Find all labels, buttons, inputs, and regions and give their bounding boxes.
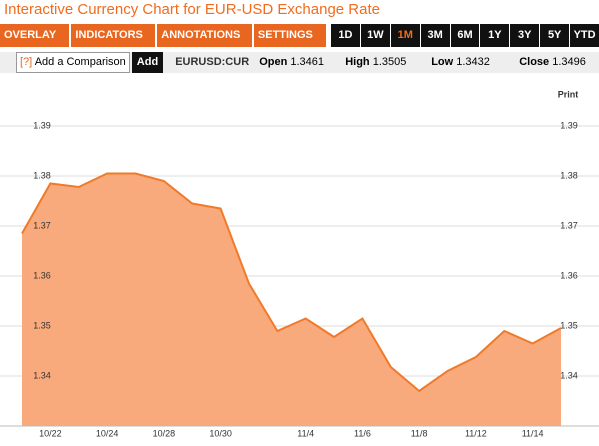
x-tick-label: 10/22 <box>39 428 62 438</box>
range-button[interactable]: 1Y <box>480 24 510 47</box>
y-tick-label: 1.37 <box>33 220 51 230</box>
range-button[interactable]: 3Y <box>510 24 540 47</box>
print-button[interactable]: Print <box>558 89 579 99</box>
range-button[interactable]: 5Y <box>540 24 570 47</box>
x-tick-label: 10/28 <box>153 428 176 438</box>
y-tick-label-right: 1.39 <box>560 120 578 130</box>
y-tick-label-right: 1.34 <box>560 370 578 380</box>
range-button[interactable]: 3M <box>420 24 450 47</box>
y-tick-label: 1.34 <box>33 370 51 380</box>
open-label: Open <box>259 56 288 68</box>
symbol: EURUSD:CUR <box>175 56 250 68</box>
y-tick-label: 1.35 <box>33 320 51 330</box>
y-tick-label: 1.38 <box>33 170 51 180</box>
toolbar: OVERLAY ▼INDICATORS ▼ANNOTATIONS ▼SETTIN… <box>0 24 599 64</box>
x-tick-label: 11/12 <box>465 428 487 438</box>
page-title: Interactive Currency Chart for EUR-USD E… <box>4 1 380 18</box>
x-tick-label: 10/24 <box>96 428 119 438</box>
y-tick-label: 1.39 <box>33 120 51 130</box>
open-value: 1.3461 <box>290 56 325 68</box>
comparison-input[interactable]: [?] Add a Comparison <box>16 52 130 73</box>
x-tick-label: 11/6 <box>354 428 371 438</box>
high-value: 1.3505 <box>372 56 407 68</box>
range-button[interactable]: 1W <box>360 24 390 47</box>
low-label: Low <box>431 56 454 68</box>
x-tick-label: 11/14 <box>522 428 544 438</box>
menu-button[interactable]: INDICATORS ▼ <box>71 24 156 64</box>
y-tick-label-right: 1.38 <box>560 170 578 180</box>
y-tick-label-right: 1.36 <box>560 270 578 280</box>
chart: Print 1.34 1.34 1.35 1.35 1.36 1.36 1.37 1.37 1.… <box>0 89 599 438</box>
close-label: Close <box>519 56 550 68</box>
range-button[interactable]: YTD <box>570 24 599 47</box>
range-button[interactable]: 1D <box>331 24 360 47</box>
comparison-placeholder: Add a Comparison <box>34 56 126 68</box>
help[interactable]: [?] <box>20 56 33 68</box>
low-value: 1.3432 <box>456 56 490 68</box>
quote-bar: [?] Add a Comparison Add EURUSD:CUR Open… <box>0 52 599 73</box>
x-tick-label: 11/8 <box>411 428 428 438</box>
line <box>21 172 562 393</box>
range-button[interactable]: 1M <box>390 24 420 47</box>
y-tick-label: 1.36 <box>33 270 51 280</box>
menu-button[interactable]: SETTINGS ▼ <box>253 24 327 64</box>
add-button[interactable]: Add <box>131 52 164 73</box>
y-tick-label-right: 1.37 <box>560 220 578 230</box>
close-value: 1.3496 <box>552 56 586 68</box>
area <box>22 173 561 426</box>
x-tick-label: 10/30 <box>209 428 232 438</box>
range-button[interactable]: 6M <box>450 24 480 47</box>
menu-button[interactable]: ANNOTATIONS ▼ <box>157 24 252 64</box>
menu-button[interactable]: OVERLAY ▼ <box>0 24 70 64</box>
x-tick-label: 11/4 <box>297 428 314 438</box>
y-tick-label-right: 1.35 <box>560 320 578 330</box>
high-label: High <box>345 56 370 68</box>
